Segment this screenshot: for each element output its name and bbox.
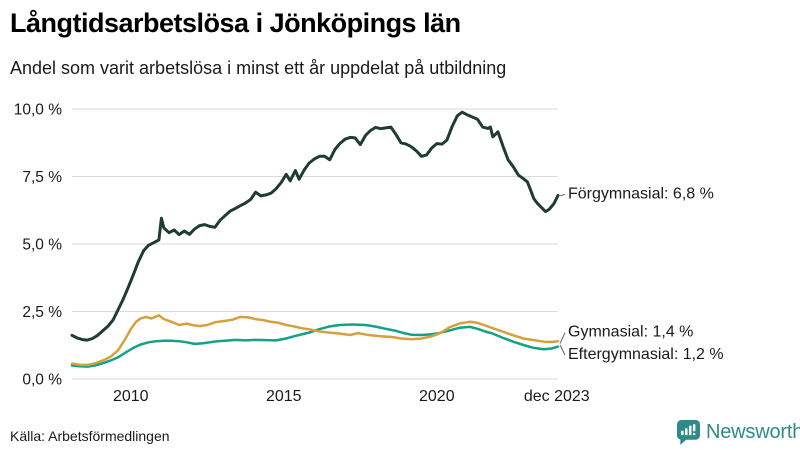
series-line-förgymnasial xyxy=(70,110,560,342)
chart-subtitle: Andel som varit arbetslösa i minst ett å… xyxy=(10,58,507,78)
series-end-label-förgymnasial: Förgymnasial: 6,8 % xyxy=(568,185,714,202)
x-axis-tick-label: 2020 xyxy=(419,388,455,405)
chart-title: Långtidsarbetslösa i Jönköpings län xyxy=(10,8,461,38)
x-axis-tick-label: dec 2023 xyxy=(524,388,590,405)
x-axis-tick-label: 2015 xyxy=(266,388,302,405)
label-connector xyxy=(559,332,566,344)
newsworthy-bar-chart-speech-bubble-icon xyxy=(677,420,700,445)
y-axis-tick-label: 5,0 % xyxy=(22,237,62,254)
series-end-label-gymnasial: Gymnasial: 1,4 % xyxy=(568,324,693,341)
series-line-gymnasial xyxy=(70,314,560,367)
series-end-label-eftergymnasial: Eftergymnasial: 1,2 % xyxy=(568,346,724,363)
x-axis-tick-label: 2010 xyxy=(113,388,149,405)
y-axis-tick-label: 10,0 % xyxy=(14,102,62,119)
label-connector xyxy=(559,193,566,197)
y-axis-tick-label: 7,5 % xyxy=(22,169,62,186)
newsworthy-logo: Newsworthy xyxy=(677,420,800,445)
source-note: Källa: Arbetsförmedlingen xyxy=(10,428,170,444)
y-axis-tick-label: 2,5 % xyxy=(22,304,62,321)
newsworthy-logo-text: Newsworthy xyxy=(706,421,800,443)
series-line-eftergymnasial xyxy=(70,323,560,368)
label-connector xyxy=(559,344,566,356)
y-axis-tick-label: 0,0 % xyxy=(22,372,62,389)
